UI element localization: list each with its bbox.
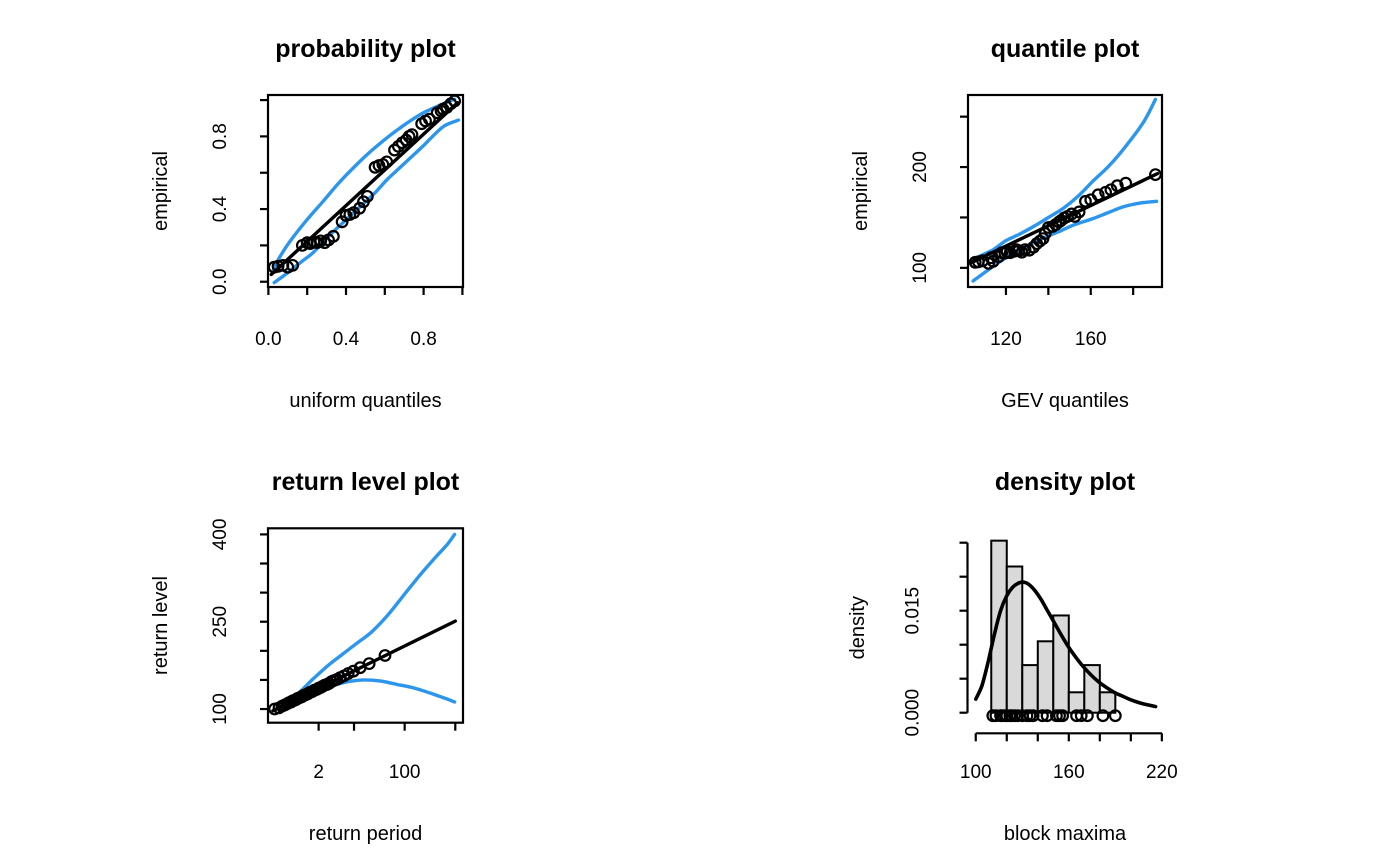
plot-box bbox=[966, 93, 1164, 289]
x-axis-label: return period bbox=[309, 823, 422, 845]
x-tick-label: 120 bbox=[990, 329, 1022, 350]
chart-title: quantile plot bbox=[991, 35, 1140, 63]
histogram-bars bbox=[990, 539, 1117, 714]
data-points bbox=[968, 168, 1162, 270]
data-points bbox=[267, 94, 462, 274]
y-tick-label: 0.000 bbox=[903, 689, 924, 737]
y-tick-label: 0.0 bbox=[210, 269, 231, 295]
y-axis-label: empirical bbox=[850, 151, 872, 231]
y-tick-label: 200 bbox=[910, 151, 931, 183]
plot-box bbox=[266, 527, 465, 724]
axis-ticks bbox=[260, 533, 457, 731]
plot-box bbox=[266, 93, 465, 289]
chart-title: return level plot bbox=[272, 468, 460, 496]
x-tick-label: 0.0 bbox=[255, 329, 281, 350]
x-axis bbox=[974, 732, 1163, 742]
data-rug-points bbox=[986, 709, 1122, 723]
panel-return-level-plot: 2 100 100 250 400 return level plot return per… bbox=[150, 468, 465, 845]
confidence-band-upper bbox=[968, 97, 1158, 264]
x-tick-label: 100 bbox=[389, 762, 421, 783]
x-tick-label: 0.4 bbox=[333, 329, 360, 350]
x-tick-label: 160 bbox=[1053, 762, 1085, 783]
chart-title: probability plot bbox=[275, 35, 456, 63]
y-tick-label: 0.4 bbox=[210, 195, 231, 222]
x-axis-label: GEV quantiles bbox=[1001, 390, 1129, 412]
gev-density-curve bbox=[974, 580, 1158, 709]
y-tick-label: 100 bbox=[210, 693, 231, 725]
y-tick-label: 0.015 bbox=[903, 587, 924, 635]
panel-probability-plot: 0.0 0.4 0.8 0.0 0.4 0.8 probability plot unifor… bbox=[150, 35, 465, 412]
y-axis-label: empirical bbox=[150, 151, 172, 231]
x-axis-label: uniform quantiles bbox=[289, 390, 441, 412]
axis-ticks bbox=[260, 98, 464, 295]
y-axis bbox=[959, 541, 969, 714]
chart-title: density plot bbox=[995, 468, 1136, 496]
y-axis-label: return level bbox=[150, 576, 172, 675]
confidence-band-upper bbox=[270, 97, 457, 275]
y-tick-label: 250 bbox=[210, 606, 231, 638]
y-tick-label: 100 bbox=[910, 252, 931, 284]
x-tick-label: 0.8 bbox=[410, 329, 436, 350]
confidence-band-lower bbox=[272, 118, 461, 285]
panel-density-plot: 0.000 0.015 100 160 220 density plot block max… bbox=[847, 468, 1178, 845]
y-tick-label: 400 bbox=[210, 519, 231, 551]
x-tick-label: 220 bbox=[1146, 762, 1178, 783]
x-axis-label: block maxima bbox=[1004, 823, 1127, 845]
x-tick-label: 2 bbox=[313, 762, 324, 783]
x-tick-label: 100 bbox=[960, 762, 992, 783]
data-points bbox=[268, 649, 392, 716]
y-axis-label: density bbox=[847, 596, 869, 659]
panel-quantile-plot: 120 160 100 200 quantile plot GEV quantiles em… bbox=[850, 35, 1164, 412]
confidence-band-upper bbox=[275, 532, 457, 711]
x-tick-label: 160 bbox=[1075, 329, 1107, 350]
axis-ticks bbox=[960, 115, 1135, 295]
y-tick-label: 0.8 bbox=[210, 123, 231, 149]
